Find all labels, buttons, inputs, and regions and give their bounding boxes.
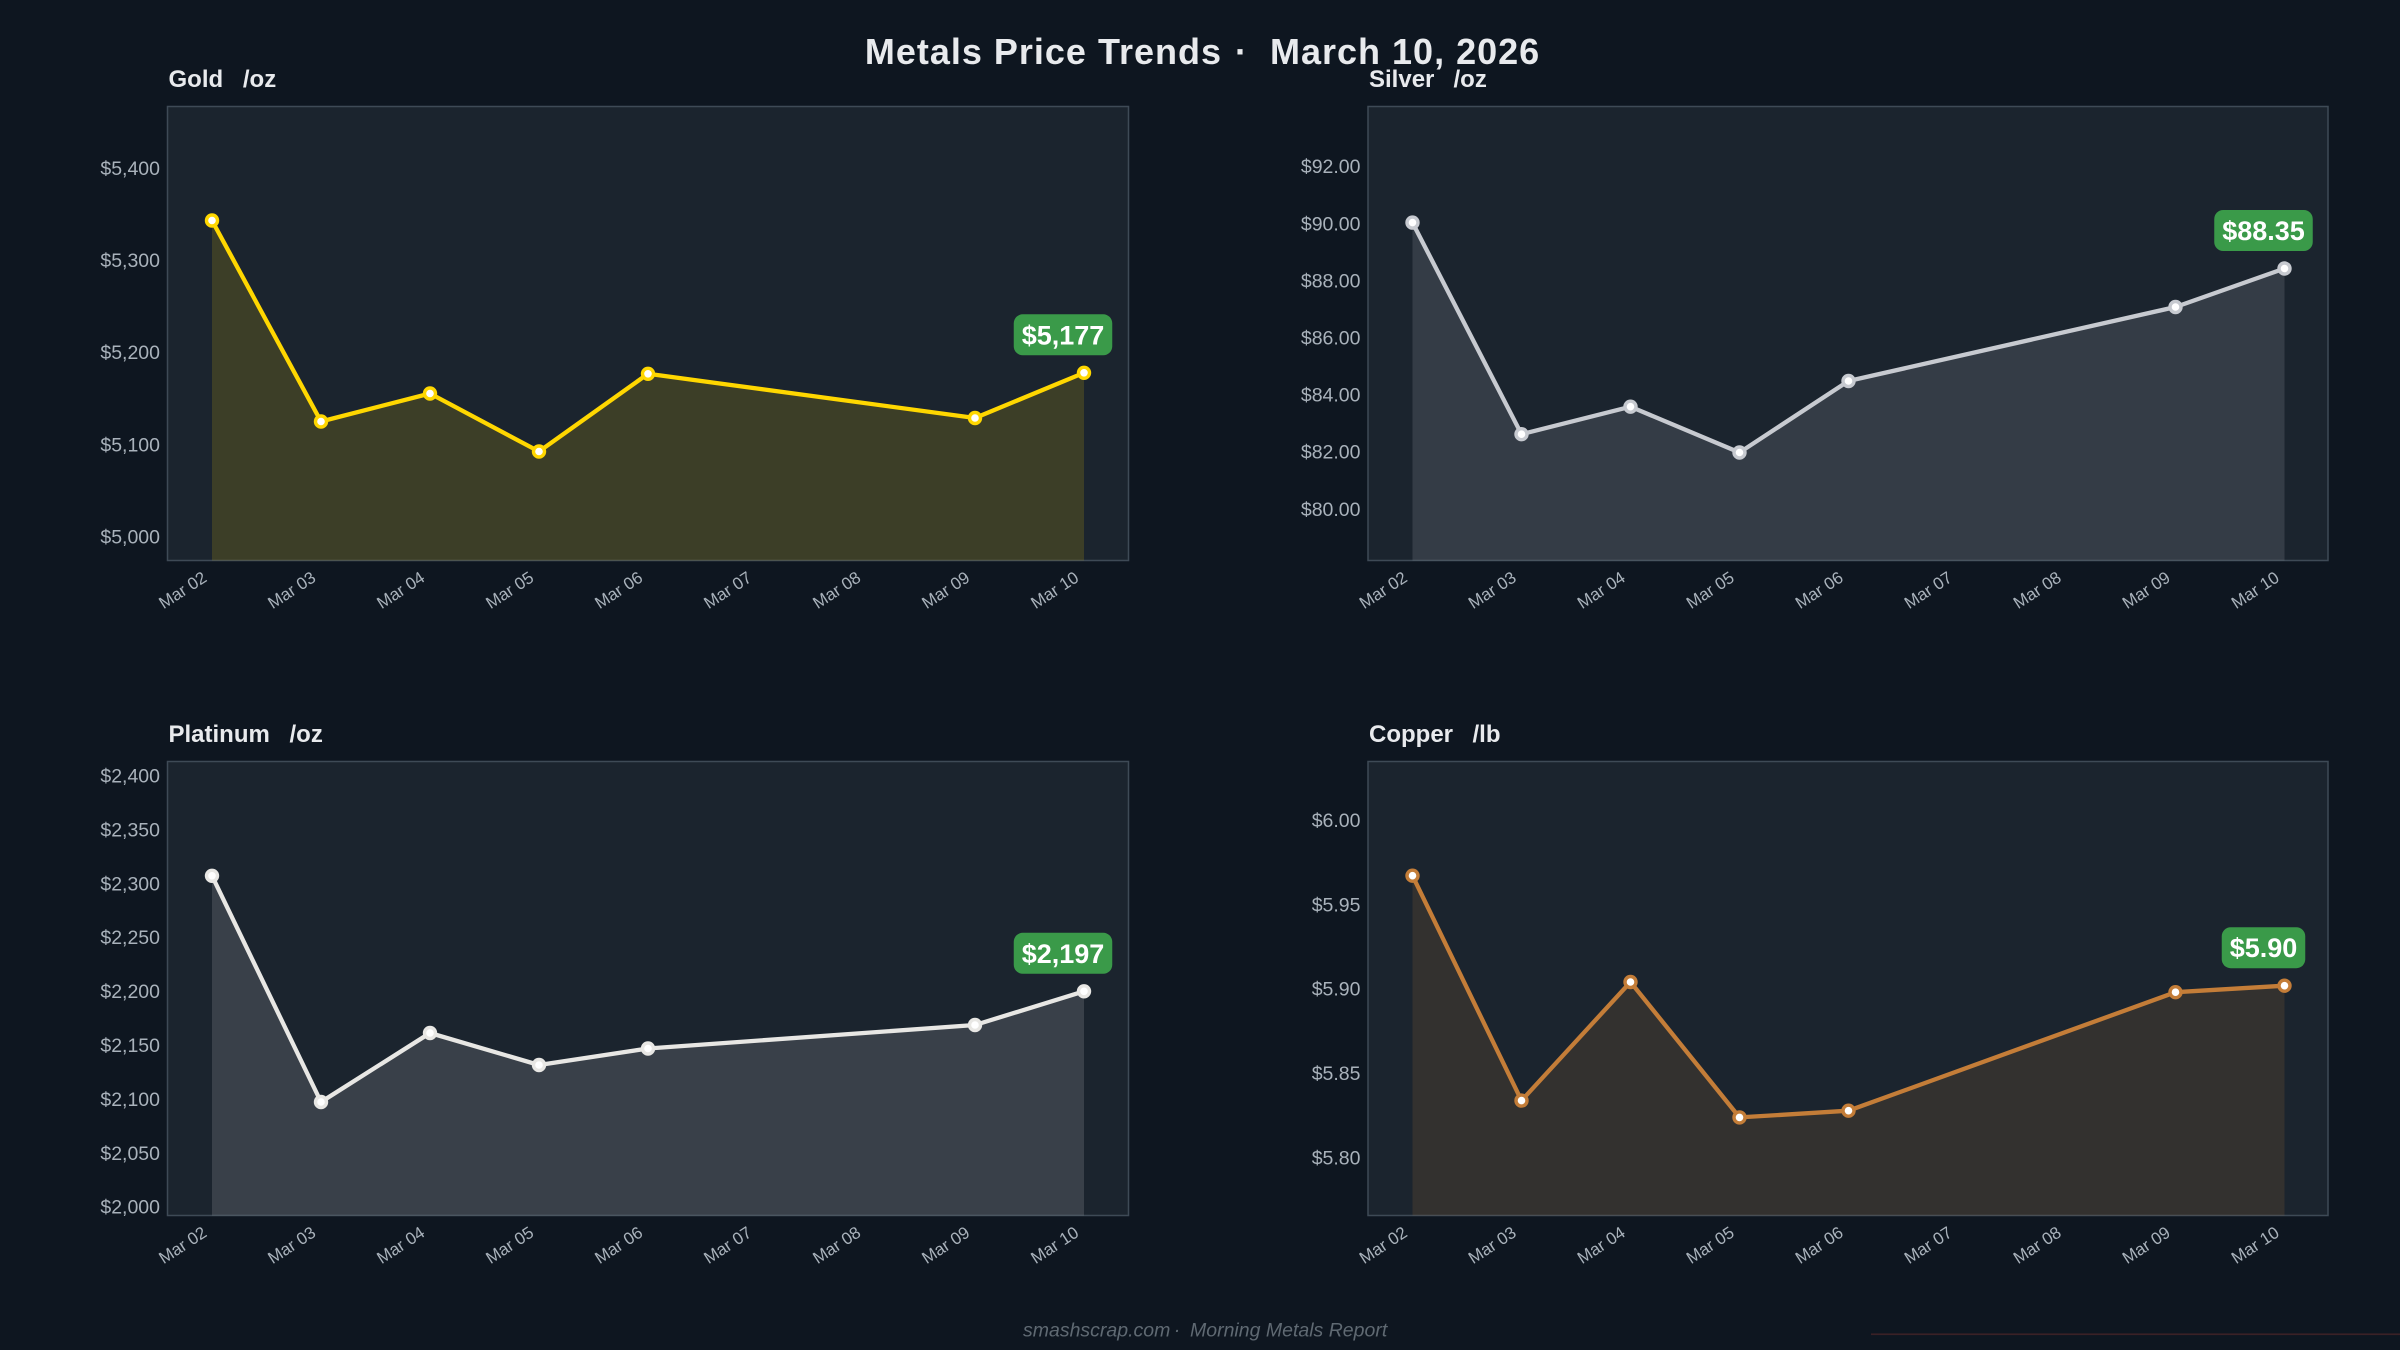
svg-text:$82.00: $82.00 — [1301, 442, 1361, 464]
svg-text:$6.00: $6.00 — [1312, 810, 1361, 832]
svg-text:Gold: Gold — [169, 66, 224, 93]
svg-text:$5,177: $5,177 — [1022, 320, 1105, 350]
svg-text:$2,300: $2,300 — [100, 873, 160, 895]
svg-text:$2,350: $2,350 — [100, 819, 160, 841]
svg-text:/oz: /oz — [1454, 66, 1487, 93]
svg-text:Platinum: Platinum — [169, 721, 270, 748]
svg-text:$88.00: $88.00 — [1301, 270, 1361, 292]
svg-text:Copper: Copper — [1369, 721, 1453, 748]
svg-text:$92.00: $92.00 — [1301, 156, 1361, 178]
svg-text:Silver: Silver — [1369, 66, 1434, 93]
svg-text:$5.80: $5.80 — [1312, 1148, 1361, 1170]
svg-text:$5,000: $5,000 — [100, 526, 160, 548]
svg-text:$5,300: $5,300 — [100, 250, 160, 272]
svg-text:$2,197: $2,197 — [1022, 939, 1105, 969]
svg-text:$2,050: $2,050 — [100, 1143, 160, 1165]
svg-text:$5.85: $5.85 — [1312, 1063, 1361, 1085]
svg-text:/oz: /oz — [243, 66, 276, 93]
svg-text:/oz: /oz — [290, 721, 323, 748]
svg-text:$2,150: $2,150 — [100, 1035, 160, 1057]
svg-text:March 10, 2026: March 10, 2026 — [1270, 31, 1540, 72]
svg-text:$2,250: $2,250 — [100, 927, 160, 949]
svg-text:$5.90: $5.90 — [1312, 979, 1361, 1001]
svg-text:$2,100: $2,100 — [100, 1089, 160, 1111]
svg-text:·: · — [1235, 31, 1247, 72]
svg-text:$84.00: $84.00 — [1301, 385, 1361, 407]
svg-text:$5.90: $5.90 — [2230, 933, 2298, 963]
svg-text:Metals Price Trends: Metals Price Trends — [865, 31, 1222, 72]
svg-text:$2,400: $2,400 — [100, 766, 160, 788]
svg-text:Morning Metals Report: Morning Metals Report — [1190, 1320, 1389, 1342]
svg-text:$90.00: $90.00 — [1301, 213, 1361, 235]
svg-text:$86.00: $86.00 — [1301, 328, 1361, 350]
svg-text:$88.35: $88.35 — [2222, 216, 2305, 246]
svg-text:$2,200: $2,200 — [100, 981, 160, 1003]
svg-text:$5,400: $5,400 — [100, 158, 160, 180]
svg-text:$5,100: $5,100 — [100, 434, 160, 456]
svg-text:$5,200: $5,200 — [100, 342, 160, 364]
svg-text:$2,000: $2,000 — [100, 1197, 160, 1219]
svg-text:$80.00: $80.00 — [1301, 499, 1361, 521]
svg-text:$5.95: $5.95 — [1312, 894, 1361, 916]
svg-text:·: · — [1174, 1320, 1181, 1342]
svg-text:/lb: /lb — [1473, 721, 1501, 748]
svg-text:smashscrap.com: smashscrap.com — [1023, 1320, 1170, 1342]
